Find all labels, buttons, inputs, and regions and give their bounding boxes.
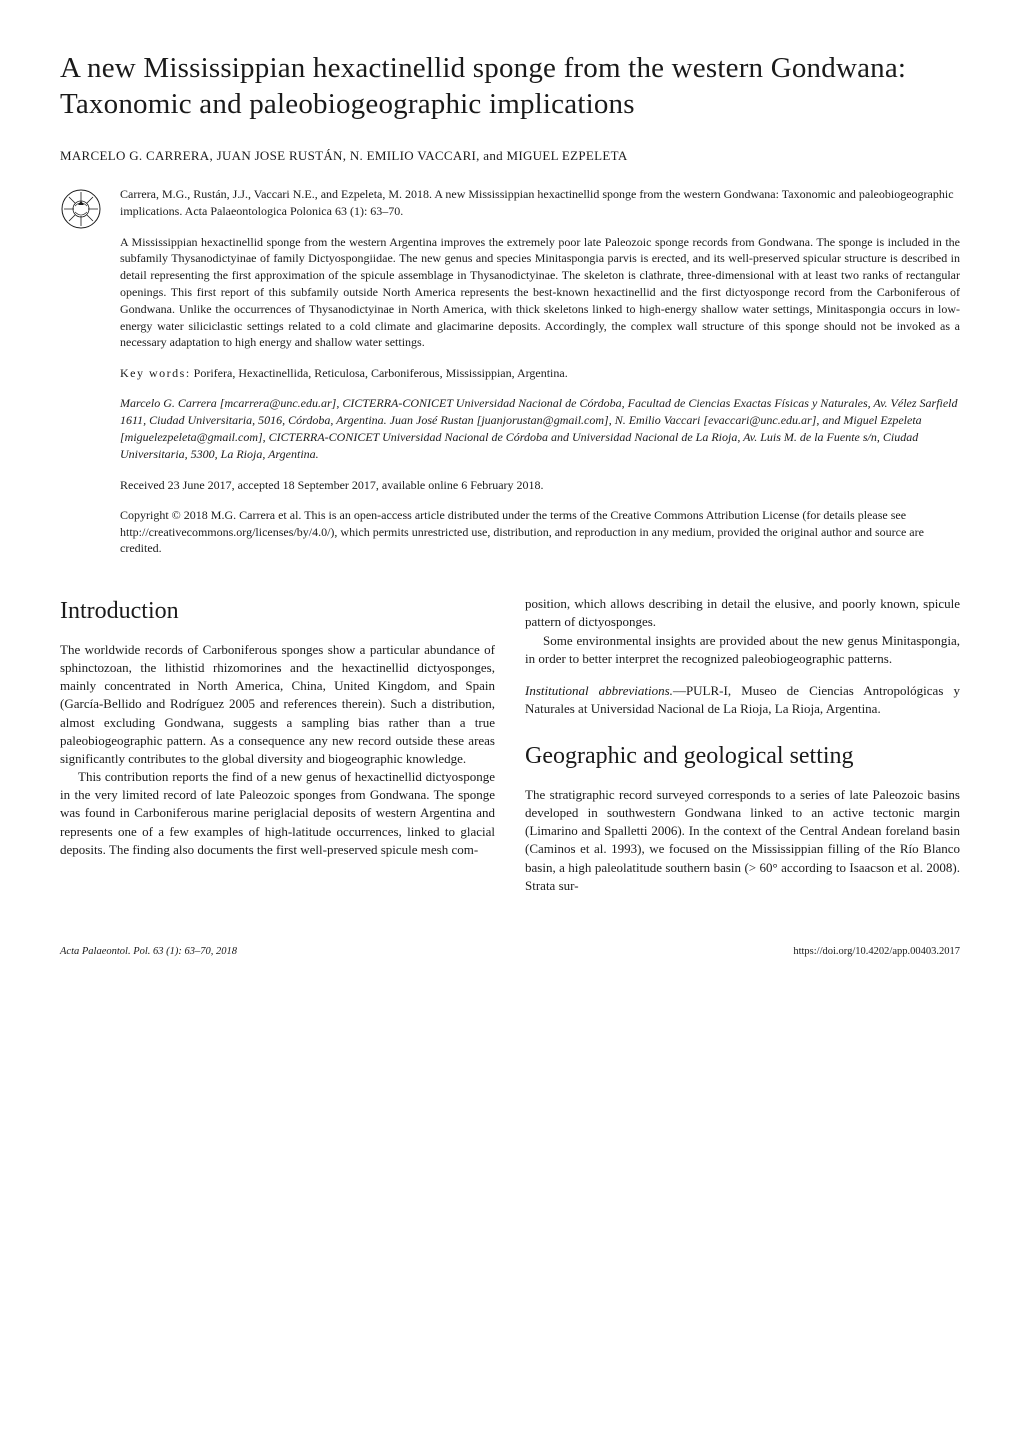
abstract-text: A Mississippian hexactinellid sponge fro… — [120, 234, 960, 352]
body-columns: Introduction The worldwide records of Ca… — [60, 595, 960, 895]
intro-paragraph-3: Some environmental insights are provided… — [525, 632, 960, 668]
intro-continuation: position, which allows describing in det… — [525, 595, 960, 631]
authors-line: MARCELO G. CARRERA, JUAN JOSE RUSTÁN, N.… — [60, 147, 960, 165]
section-heading-introduction: Introduction — [60, 595, 495, 629]
geo-paragraph-1: The stratigraphic record surveyed corres… — [525, 786, 960, 895]
page-footer: Acta Palaeontol. Pol. 63 (1): 63–70, 201… — [60, 945, 960, 959]
author-affiliations: Marcelo G. Carrera [mcarrera@unc.edu.ar]… — [120, 395, 960, 462]
footer-citation: Acta Palaeontol. Pol. 63 (1): 63–70, 201… — [60, 945, 237, 959]
left-column: Introduction The worldwide records of Ca… — [60, 595, 495, 895]
footer-doi: https://doi.org/10.4202/app.00403.2017 — [793, 945, 960, 959]
keywords: Key words: Porifera, Hexactinellida, Ret… — [120, 365, 960, 381]
journal-logo-icon — [60, 188, 102, 230]
right-column: position, which allows describing in det… — [525, 595, 960, 895]
inst-abbrev-label: Institutional abbreviations. — [525, 683, 673, 698]
abstract-block: Carrera, M.G., Rustán, J.J., Vaccari N.E… — [120, 186, 960, 557]
received-line: Received 23 June 2017, accepted 18 Septe… — [120, 477, 960, 493]
intro-paragraph-2: This contribution reports the find of a … — [60, 768, 495, 859]
intro-paragraph-1: The worldwide records of Carboniferous s… — [60, 641, 495, 768]
keywords-text: Porifera, Hexactinellida, Reticulosa, Ca… — [191, 366, 568, 380]
keywords-label: Key words: — [120, 366, 191, 380]
citation-line: Carrera, M.G., Rustán, J.J., Vaccari N.E… — [120, 186, 960, 220]
institutional-abbreviations: Institutional abbreviations.—PULR-I, Mus… — [525, 682, 960, 718]
paper-title: A new Mississippian hexactinellid sponge… — [60, 50, 960, 123]
copyright-notice: Copyright © 2018 M.G. Carrera et al. Thi… — [120, 507, 960, 557]
section-heading-geographic: Geographic and geological setting — [525, 740, 960, 774]
